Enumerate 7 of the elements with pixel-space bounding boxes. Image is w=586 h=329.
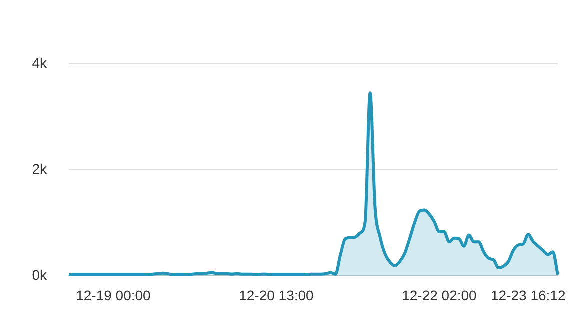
y-tick-label: 2k <box>32 160 48 177</box>
x-tick-label: 12-20 13:00 <box>239 287 314 304</box>
x-tick-label: 12-19 00:00 <box>76 287 152 304</box>
y-tick-label: 4k <box>32 54 48 71</box>
y-tick-label: 0k <box>32 266 48 283</box>
x-tick-label: 12-23 16:12 <box>490 287 566 304</box>
x-tick-label: 12-22 02:00 <box>402 287 478 304</box>
